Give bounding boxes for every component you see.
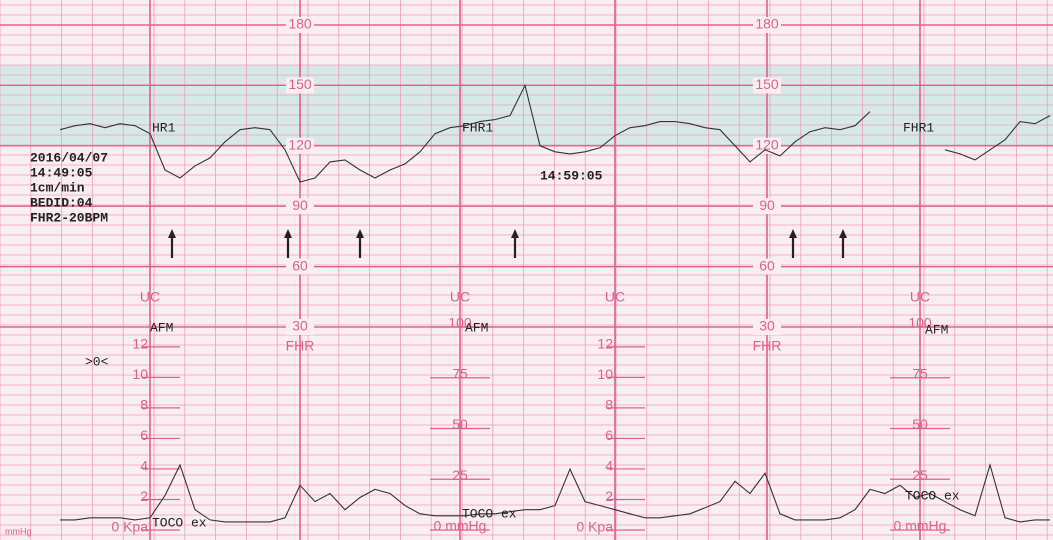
timestamp: 14:59:05 <box>540 168 603 183</box>
kpa-tick-label: 2 <box>605 488 613 504</box>
marks: 180 150 120 90 60 30 FHR 180 150 120 90 60 30 FHR 0 mm… <box>5 16 1051 536</box>
kpa-tick-label: 10 <box>597 366 613 382</box>
y-tick-label: 120 <box>288 137 312 153</box>
kpa-tick-label: 12 <box>597 336 613 352</box>
afm-label: AFM <box>925 322 948 337</box>
afm-label: AFM <box>465 320 488 335</box>
y-tick-label: 90 <box>759 197 775 213</box>
header-line: 14:49:05 <box>30 165 93 180</box>
uc-tick-label: 0 mmHg <box>894 518 947 534</box>
label-bg <box>753 258 781 275</box>
header-line: 2016/04/07 <box>30 150 108 165</box>
y-tick-label: 60 <box>759 257 775 273</box>
fm-arrow-head <box>284 229 292 238</box>
label-bg <box>753 198 781 215</box>
header-line: BEDID:04 <box>30 195 93 210</box>
kpa-tick-label: 0 Kpa <box>111 519 148 535</box>
fm-arrow-head <box>789 229 797 238</box>
kpa-tick-label: 12 <box>132 336 148 352</box>
y-tick-label: 120 <box>755 137 779 153</box>
label-bg <box>286 258 314 275</box>
fm-arrow-head <box>839 229 847 238</box>
fm-arrow-head <box>356 229 364 238</box>
y-tick-label: 150 <box>755 76 779 92</box>
uc-label: UC <box>450 289 470 305</box>
uc-tick-label: 50 <box>452 416 468 432</box>
marker-label: >0< <box>85 354 109 369</box>
uc-tick-label: 75 <box>912 365 928 381</box>
y-tick-label: 90 <box>292 197 308 213</box>
kpa-tick-label: 2 <box>140 488 148 504</box>
uc-tick-label: 100 <box>908 315 932 331</box>
label-bg <box>753 17 781 33</box>
trace-label: FHR1 <box>903 120 934 135</box>
kpa-tick-label: 4 <box>605 458 613 474</box>
uc-label: UC <box>910 289 930 305</box>
y-tick-label: 60 <box>292 257 308 273</box>
trace-label: FHR1 <box>462 120 493 135</box>
trace-label: HR1 <box>152 120 176 135</box>
fhr-label: FHR <box>286 338 315 354</box>
y-tick-label: 30 <box>759 318 775 334</box>
kpa-tick-label: 6 <box>140 427 148 443</box>
uc-label: UC <box>140 289 160 305</box>
y-tick-label: 30 <box>292 318 308 334</box>
toco-label: TOCO ex <box>905 488 960 503</box>
kpa-tick-label: 4 <box>140 458 148 474</box>
uc-label: UC <box>605 289 625 305</box>
label-bg <box>753 77 781 94</box>
label-bg <box>286 137 314 154</box>
kpa-tick-label: 10 <box>132 366 148 382</box>
uc-tick-label: 50 <box>912 416 928 432</box>
trace <box>60 463 1050 523</box>
label-bg <box>286 319 314 335</box>
kpa-tick-label: 8 <box>605 397 613 413</box>
normal-band <box>0 65 1053 146</box>
toco-label: TOCO ex <box>152 515 207 530</box>
label-bg <box>753 137 781 154</box>
kpa-tick-label: 0 Kpa <box>576 519 613 535</box>
uc-tick-label: 75 <box>452 365 468 381</box>
unit-label: mmHg <box>5 526 32 536</box>
uc-tick-label: 25 <box>912 467 928 483</box>
kpa-tick-label: 6 <box>605 427 613 443</box>
trace <box>59 83 1051 183</box>
kpa-tick-label: 8 <box>140 397 148 413</box>
label-bg <box>286 198 314 215</box>
y-tick-label: 180 <box>755 16 779 32</box>
fm-arrow-head <box>511 229 519 238</box>
label-bg <box>286 17 314 33</box>
y-tick-label: 180 <box>288 16 312 32</box>
header-line: 1cm/min <box>30 180 85 195</box>
fm-arrow-head <box>168 229 176 238</box>
afm-label: AFM <box>150 320 173 335</box>
header-line: FHR2-20BPM <box>30 210 108 225</box>
label-bg <box>286 77 314 94</box>
uc-tick-label: 25 <box>452 467 468 483</box>
y-tick-label: 150 <box>288 76 312 92</box>
label-bg <box>753 319 781 335</box>
toco-label: TOCO ex <box>462 506 517 521</box>
uc-tick-label: 0 mmHg <box>434 518 487 534</box>
fhr-label: FHR <box>753 338 782 354</box>
uc-tick-label: 100 <box>448 315 472 331</box>
